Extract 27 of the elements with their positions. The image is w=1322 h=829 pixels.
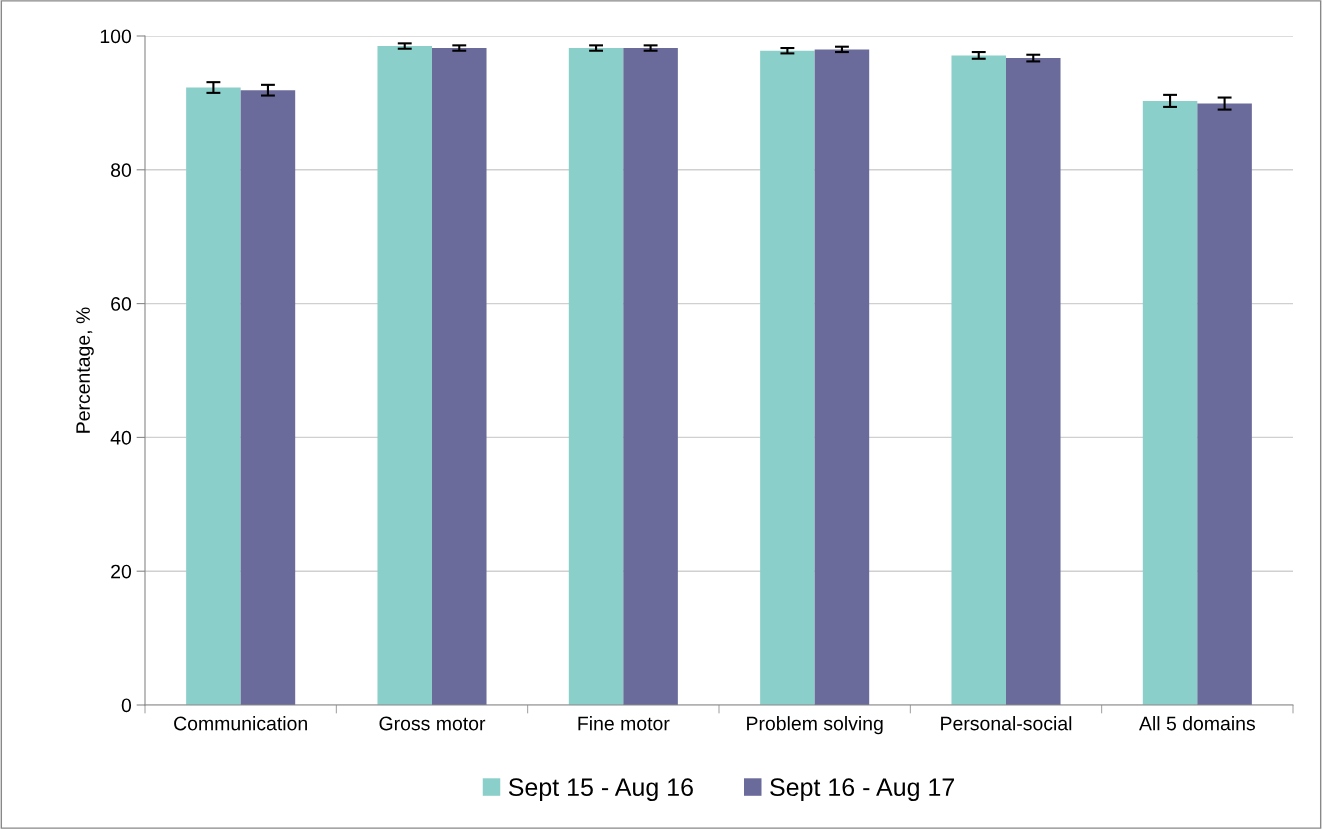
bar — [1197, 103, 1252, 705]
bar — [814, 49, 870, 705]
y-tick-label: 100 — [100, 29, 132, 44]
x-tick-label: Problem solving — [747, 716, 883, 735]
bar — [186, 87, 241, 705]
bar — [951, 55, 1006, 705]
y-tick-label: 0 — [121, 698, 132, 713]
y-axis-title: Percentage, % — [76, 307, 94, 433]
bar — [377, 46, 432, 705]
bar — [1142, 100, 1198, 705]
legend-label: Sept 16 - Aug 17 — [770, 778, 954, 801]
x-tick-label: Fine motor — [578, 716, 670, 731]
y-tick-label: 40 — [110, 430, 132, 445]
bar — [240, 90, 296, 705]
bar — [623, 48, 678, 705]
y-tick-label: 60 — [111, 297, 132, 311]
y-tick-label: 80 — [111, 163, 132, 178]
x-tick-label: Personal-social — [941, 716, 1072, 731]
bar — [1006, 58, 1061, 705]
bar — [432, 48, 487, 705]
x-tick-label: Gross motor — [379, 716, 486, 731]
x-tick-label: All 5 domains — [1139, 716, 1255, 731]
bar — [568, 48, 624, 705]
x-tick-label: Communication — [174, 716, 307, 731]
y-tick-label: 20 — [111, 564, 132, 579]
legend-label: Sept 15 - Aug 16 — [508, 778, 693, 801]
bar — [760, 50, 815, 705]
